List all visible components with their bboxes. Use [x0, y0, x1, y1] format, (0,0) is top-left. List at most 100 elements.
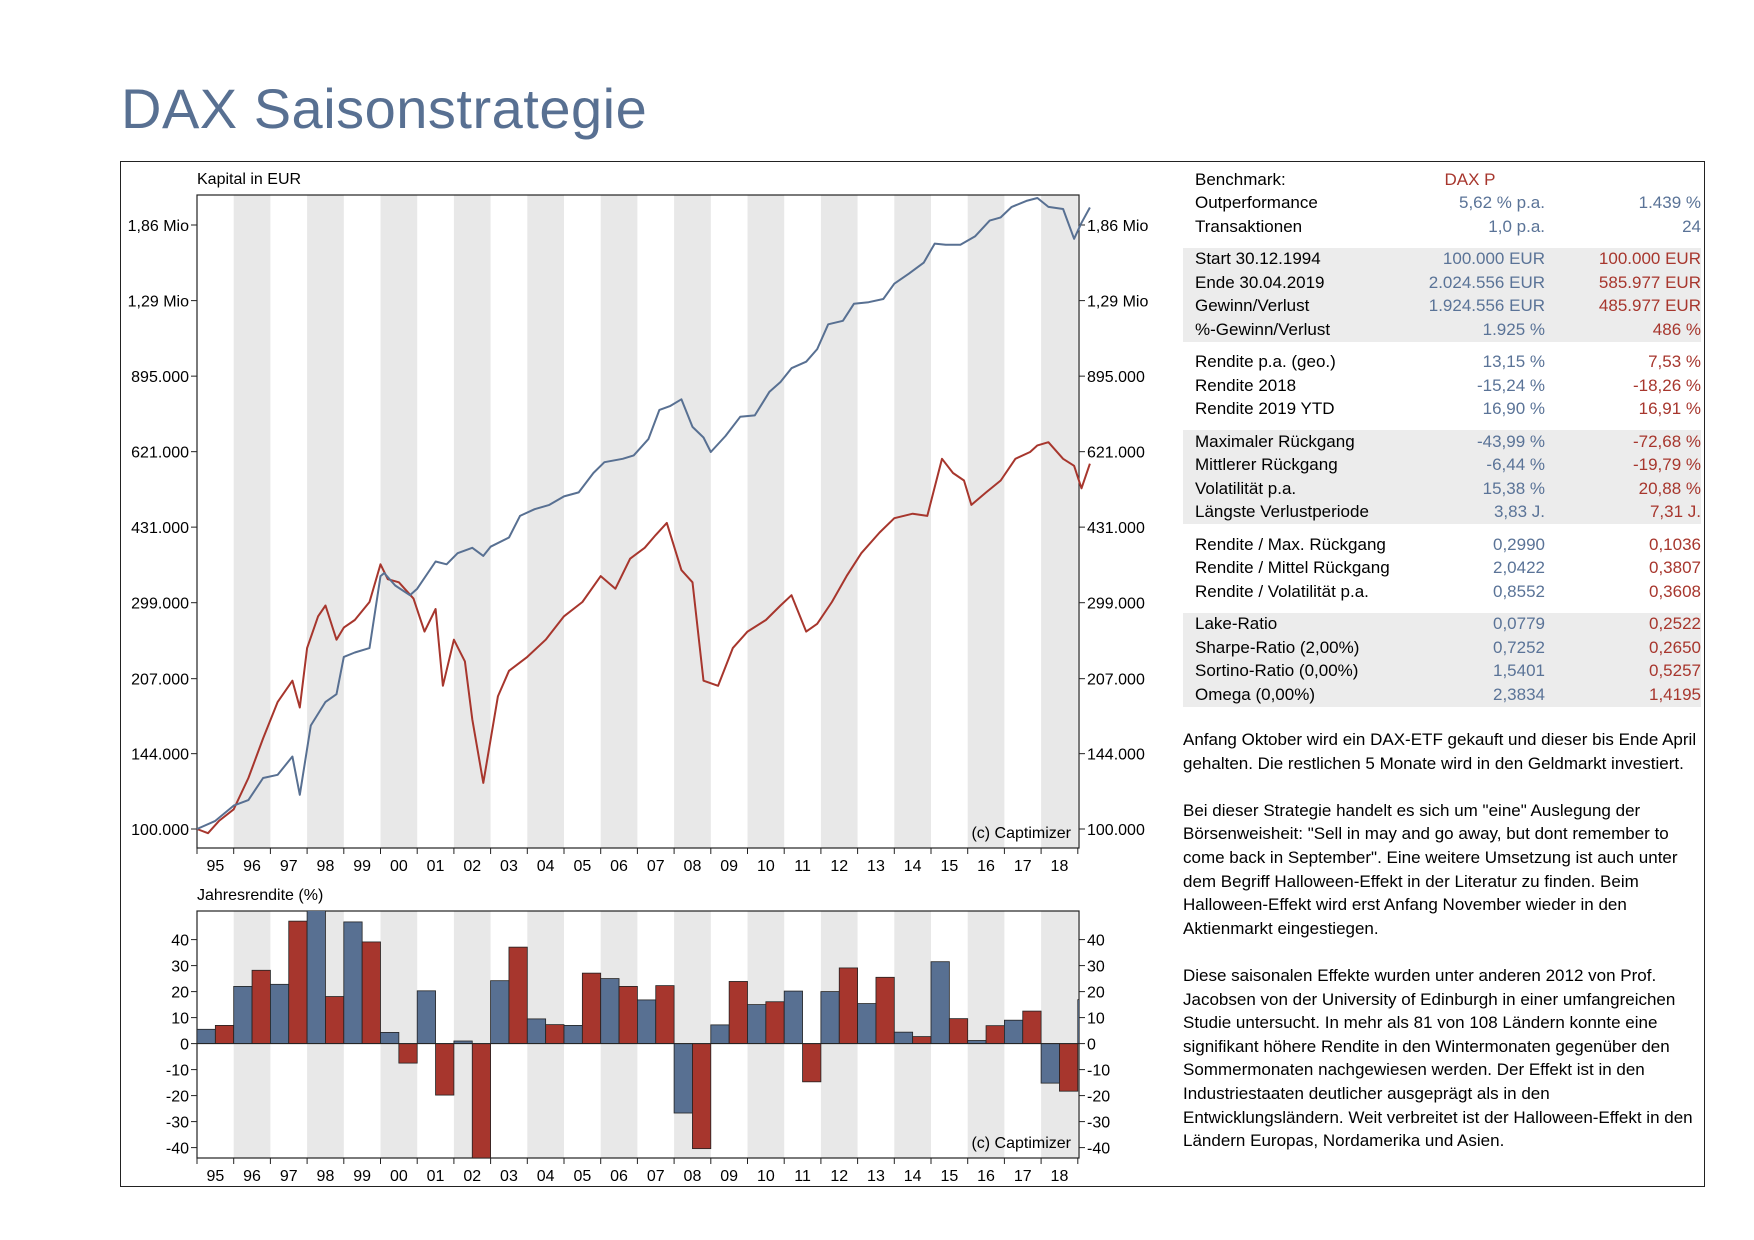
x-tick-label: 10: [757, 1168, 775, 1185]
stat-label: Sortino-Ratio (0,00%): [1195, 661, 1359, 681]
x-tick-label: 98: [317, 858, 335, 875]
stat-value-benchmark: 0,3807: [1649, 558, 1701, 578]
x-tick-label: 14: [904, 1168, 922, 1185]
stat-row: Ende 30.04.2019 2.024.556 EUR 585.977 EUR: [1183, 271, 1701, 295]
benchmark-bar: [692, 1043, 712, 1150]
year-band: [307, 195, 344, 848]
stat-row: Rendite / Max. Rückgang 0,2990 0,1036: [1183, 533, 1701, 557]
y-tick-label-right: 1,86 Mio: [1087, 218, 1148, 235]
stat-label: %-Gewinn/Verlust: [1195, 319, 1331, 339]
stats-block-ratios: Rendite / Max. Rückgang 0,2990 0,1036 Rendi…: [1183, 533, 1701, 604]
stat-value-strategy: -43,99 %: [1476, 431, 1545, 451]
stat-value-benchmark: 486 %: [1652, 319, 1701, 339]
y-tick-label-right: 431.000: [1087, 520, 1145, 537]
stat-value: 5,62 % p.a.: [1458, 193, 1545, 213]
stat-value-strategy: 13,15 %: [1482, 352, 1545, 372]
x-tick-label: 04: [537, 858, 555, 875]
x-tick-label: 18: [1051, 1168, 1069, 1185]
benchmark-bar: [948, 1018, 969, 1045]
page-title: DAX Saisonstrategie: [121, 77, 648, 140]
stats-block-risk-ratios: Lake-Ratio 0,0779 0,2522 Sharpe-Ratio (2,00…: [1183, 612, 1701, 707]
stat-value-strategy: 2.024.556 EUR: [1428, 272, 1545, 292]
y-tick-label: 10: [171, 1011, 189, 1028]
y-tick-label-right: 30: [1087, 959, 1105, 976]
year-band: [894, 195, 931, 848]
year-band: [527, 195, 564, 848]
chart-title: Kapital in EUR: [197, 171, 301, 188]
stat-row: Start 30.12.1994 100.000 EUR 100.000 EUR: [1183, 248, 1701, 272]
stat-value-benchmark: 100.000 EUR: [1598, 249, 1701, 269]
strategy-description: Anfang Oktober wird ein DAX-ETF gekauft …: [1183, 728, 1703, 1176]
y-tick-label-right: 20: [1087, 985, 1105, 1002]
x-tick-label: 99: [353, 858, 371, 875]
x-tick-label: 17: [1014, 858, 1032, 875]
stat-label: Längste Verlustperiode: [1195, 502, 1369, 522]
strategy-bar: [1077, 999, 1079, 1044]
watermark: (c) Captimizer: [971, 825, 1071, 842]
stat-value-strategy: 1.924.556 EUR: [1428, 296, 1545, 316]
benchmark-bar: [655, 985, 675, 1044]
stat-value-benchmark: 16,91 %: [1638, 399, 1701, 419]
benchmark-bar: [288, 920, 308, 1045]
stat-row: Rendite 2019 YTD 16,90 % 16,91 %: [1183, 398, 1701, 422]
stat-row: Sharpe-Ratio (2,00%) 0,7252 0,2650: [1183, 636, 1701, 660]
x-tick-label: 04: [537, 1168, 555, 1185]
stats-block-capital: Start 30.12.1994 100.000 EUR 100.000 EUR En…: [1183, 247, 1701, 342]
year-band: [967, 195, 1005, 848]
stat-value-strategy: 100.000 EUR: [1442, 249, 1545, 269]
plot-frame: [196, 194, 1080, 849]
x-tick-label: 09: [720, 858, 738, 875]
strategy-bar: [637, 999, 657, 1044]
stat-label: Sharpe-Ratio (2,00%): [1195, 637, 1360, 657]
strategy-bar: [380, 1032, 400, 1045]
stat-label: Mittlerer Rückgang: [1195, 455, 1338, 475]
stat-value-strategy: 15,38 %: [1482, 478, 1545, 498]
x-tick-label: 11: [794, 858, 811, 875]
stat-value-benchmark: 7,31 J.: [1649, 502, 1701, 522]
benchmark-bar: [802, 1043, 822, 1083]
report-frame: [120, 161, 1705, 1187]
y-tick-label: 895.000: [131, 369, 189, 386]
strategy-bar: [197, 1028, 216, 1045]
x-tick-label: 09: [720, 1168, 738, 1185]
strategy-bar: [857, 1003, 877, 1044]
chart-title: Jahresrendite (%): [197, 887, 323, 904]
benchmark-bar: [361, 941, 381, 1045]
year-band: [453, 195, 491, 848]
description-paragraph: Bei dieser Strategie handelt es sich um …: [1183, 800, 1678, 938]
y-tick-label-right: -30: [1087, 1115, 1110, 1132]
y-tick-label: -10: [166, 1063, 189, 1080]
benchmark-bar: [581, 972, 602, 1045]
benchmark-bar: [508, 946, 528, 1045]
stat-label: Rendite / Max. Rückgang: [1195, 534, 1386, 554]
stat-row: Rendite / Volatilität p.a. 0,8552 0,3608: [1183, 580, 1701, 604]
strategy-bar: [1040, 1043, 1060, 1084]
benchmark-bar: [875, 976, 895, 1044]
strategy-bar: [416, 990, 436, 1045]
x-tick-label: 03: [500, 858, 518, 875]
stat-value-benchmark: 20,88 %: [1638, 478, 1701, 498]
stat-label: Gewinn/Verlust: [1195, 296, 1310, 316]
y-tick-label: 30: [171, 959, 189, 976]
stat-label: Rendite / Volatilität p.a.: [1195, 581, 1369, 601]
y-tick-label-right: 10: [1087, 1011, 1105, 1028]
strategy-bar: [600, 978, 620, 1044]
stat-row: Rendite p.a. (geo.) 13,15 % 7,53 %: [1183, 351, 1701, 375]
stat-value-strategy: 1,5401: [1493, 661, 1545, 681]
strategy-bar: [563, 1025, 583, 1045]
stat-label: Maximaler Rückgang: [1195, 431, 1355, 451]
strategy-bar: [306, 911, 326, 1045]
benchmark-bar: [985, 1025, 1005, 1045]
stat-value-strategy: 0,0779: [1493, 614, 1545, 634]
strategy-bar: [343, 921, 363, 1044]
y-tick-label: -20: [166, 1089, 189, 1106]
x-tick-label: 12: [830, 1168, 848, 1185]
stat-row: Lake-Ratio 0,0779 0,2522: [1183, 613, 1701, 637]
y-tick-label: 1,86 Mio: [128, 218, 189, 235]
y-tick-label-right: 207.000: [1087, 672, 1145, 689]
x-tick-label: 05: [573, 1168, 591, 1185]
y-tick-label: 0: [180, 1037, 189, 1054]
stat-value-benchmark: 0,3608: [1649, 581, 1701, 601]
x-tick-label: 05: [573, 858, 591, 875]
